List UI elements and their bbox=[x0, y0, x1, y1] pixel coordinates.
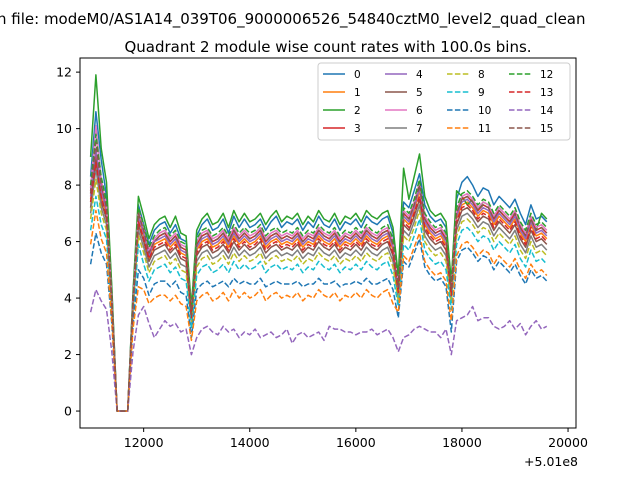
x-tick-label: 18000 bbox=[442, 435, 482, 450]
series-line-8 bbox=[89, 178, 548, 412]
legend-label: 5 bbox=[416, 87, 423, 99]
legend-label: 10 bbox=[478, 105, 491, 117]
y-tick-label: 8 bbox=[64, 178, 72, 193]
legend-frame bbox=[317, 62, 571, 141]
series-line-10 bbox=[89, 232, 548, 412]
series-line-0 bbox=[89, 110, 548, 412]
legend-label: 13 bbox=[540, 87, 553, 99]
series-line-7 bbox=[89, 167, 548, 412]
y-tick-label: 6 bbox=[64, 234, 72, 249]
legend-label: 15 bbox=[540, 123, 553, 135]
x-tick-label: 16000 bbox=[336, 435, 376, 450]
series-line-14 bbox=[89, 288, 548, 412]
legend-label: 1 bbox=[354, 87, 361, 99]
y-tick-label: 0 bbox=[64, 404, 72, 419]
series-line-4 bbox=[89, 147, 548, 412]
series-line-1 bbox=[89, 164, 548, 412]
legend-label: 6 bbox=[416, 105, 423, 117]
legend-label: 12 bbox=[540, 69, 553, 81]
legend-label: 9 bbox=[478, 87, 485, 99]
series-line-13 bbox=[89, 161, 548, 412]
plot-area-frame bbox=[79, 57, 577, 429]
x-axis: 12000 14000 16000 18000 20000 bbox=[124, 428, 588, 450]
x-tick-label: 20000 bbox=[548, 435, 588, 450]
y-tick-label: 2 bbox=[64, 347, 72, 362]
y-tick-label: 10 bbox=[56, 121, 72, 136]
legend-label: 4 bbox=[416, 69, 423, 81]
series-line-5 bbox=[89, 158, 548, 412]
chart-title: Quadrant 2 module wise count rates with … bbox=[124, 38, 531, 56]
y-tick-label: 12 bbox=[56, 65, 72, 80]
legend-label: 11 bbox=[478, 123, 491, 135]
legend-label: 3 bbox=[354, 123, 361, 135]
x-tick-label: 14000 bbox=[230, 435, 270, 450]
legend-label: 0 bbox=[354, 69, 361, 81]
series-line-15 bbox=[89, 141, 548, 412]
legend-label: 7 bbox=[416, 123, 423, 135]
y-axis: 0 2 4 6 8 10 12 bbox=[56, 65, 80, 419]
legend-label: 8 bbox=[478, 69, 485, 81]
y-tick-label: 4 bbox=[64, 291, 72, 306]
series-layer bbox=[89, 74, 548, 412]
figure-suptitle: n file: modeM0/AS1A14_039T06_9000006526_… bbox=[0, 10, 586, 29]
series-line-11 bbox=[89, 209, 548, 412]
x-offset-label: +5.01e8 bbox=[524, 454, 578, 469]
x-tick-label: 12000 bbox=[124, 435, 164, 450]
series-line-12 bbox=[89, 133, 548, 412]
legend-label: 2 bbox=[354, 105, 361, 117]
legend-label: 14 bbox=[540, 105, 554, 117]
series-line-6 bbox=[89, 125, 548, 412]
series-line-9 bbox=[89, 195, 548, 412]
